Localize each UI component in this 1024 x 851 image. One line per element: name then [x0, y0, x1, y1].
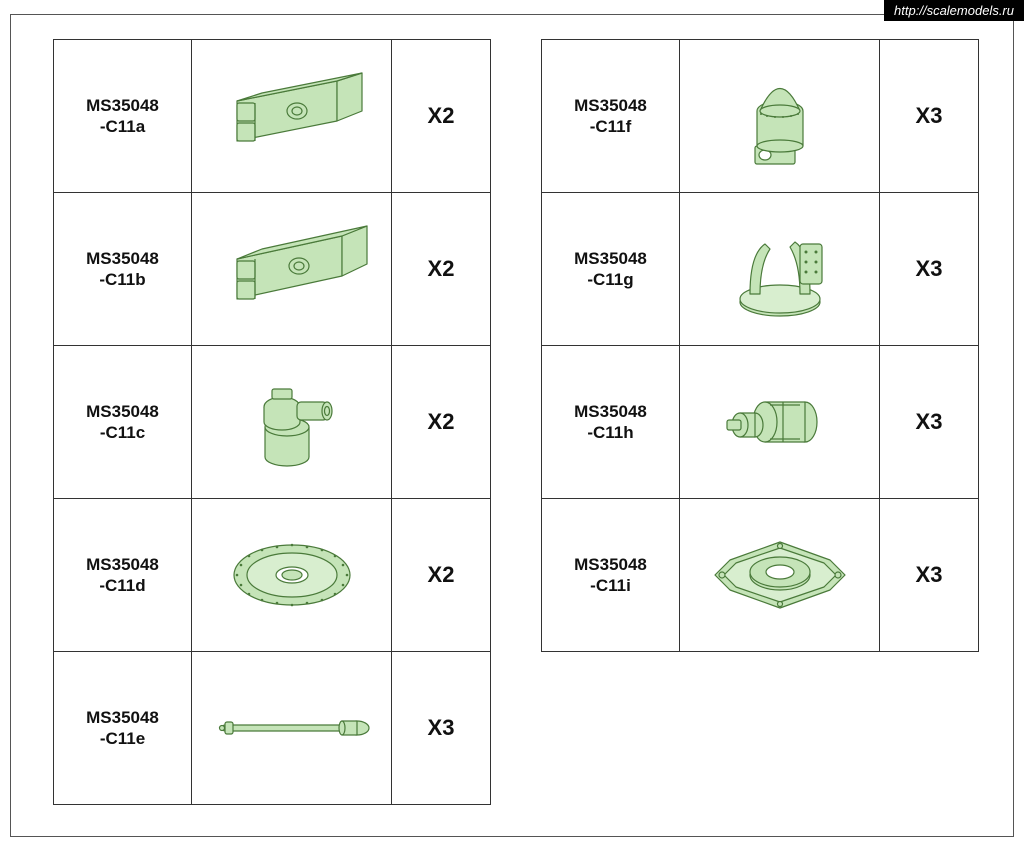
- code-line: MS35048: [574, 401, 647, 422]
- table-row: MS35048 -C11c: [53, 345, 491, 499]
- part-code: MS35048 -C11e: [54, 652, 192, 804]
- part-image: [192, 346, 392, 498]
- part-image: [680, 193, 880, 345]
- motor-assembly-icon: [715, 387, 845, 457]
- code-line: -C11i: [590, 575, 631, 596]
- code-line: -C11e: [100, 728, 145, 749]
- part-code: MS35048 -C11d: [54, 499, 192, 651]
- shaft-rod-icon: [207, 703, 377, 753]
- code-line: MS35048: [86, 401, 159, 422]
- part-image: [192, 193, 392, 345]
- part-qty: X2: [392, 499, 490, 651]
- part-code: MS35048 -C11g: [542, 193, 680, 345]
- table-row: MS35048 -C11d: [53, 498, 491, 652]
- part-image: [192, 40, 392, 192]
- code-line: MS35048: [86, 95, 159, 116]
- code-line: -C11c: [100, 422, 145, 443]
- code-line: -C11h: [587, 422, 633, 443]
- code-line: MS35048: [574, 248, 647, 269]
- code-line: -C11d: [99, 575, 145, 596]
- left-column: MS35048 -C11a: [53, 39, 491, 812]
- sprocket-ring-icon: [217, 525, 367, 625]
- right-column: MS35048 -C11f: [541, 39, 979, 812]
- launcher-box-icon: [207, 214, 377, 324]
- table-row: MS35048 -C11i: [541, 498, 979, 652]
- base-plate-icon: [700, 530, 860, 620]
- table-row: MS35048 -C11a: [53, 39, 491, 193]
- columns-container: MS35048 -C11a: [11, 15, 1013, 836]
- code-line: -C11f: [590, 116, 632, 137]
- part-code: MS35048 -C11b: [54, 193, 192, 345]
- table-row: MS35048 -C11b: [53, 192, 491, 346]
- code-line: MS35048: [86, 248, 159, 269]
- part-code: MS35048 -C11i: [542, 499, 680, 651]
- table-row: MS35048 -C11h: [541, 345, 979, 499]
- part-qty: X2: [392, 346, 490, 498]
- part-qty: X3: [880, 40, 978, 192]
- radar-dome-icon: [725, 56, 835, 176]
- table-row: MS35048 -C11g: [541, 192, 979, 346]
- part-image: [680, 346, 880, 498]
- code-line: -C11g: [587, 269, 633, 290]
- part-qty: X2: [392, 40, 490, 192]
- code-line: MS35048: [574, 95, 647, 116]
- part-code: MS35048 -C11a: [54, 40, 192, 192]
- page-frame: MS35048 -C11a: [10, 14, 1014, 837]
- table-row: MS35048 -C11e X3: [53, 651, 491, 805]
- turret-mount-icon: [232, 367, 352, 477]
- watermark-label: http://scalemodels.ru: [884, 0, 1024, 21]
- part-qty: X3: [880, 346, 978, 498]
- part-code: MS35048 -C11c: [54, 346, 192, 498]
- part-image: [680, 40, 880, 192]
- part-code: MS35048 -C11f: [542, 40, 680, 192]
- code-line: MS35048: [86, 554, 159, 575]
- part-image: [192, 499, 392, 651]
- part-qty: X3: [880, 499, 978, 651]
- part-qty: X3: [392, 652, 490, 804]
- part-image: [192, 652, 392, 804]
- part-qty: X3: [880, 193, 978, 345]
- cradle-mount-icon: [720, 214, 840, 324]
- code-line: MS35048: [86, 707, 159, 728]
- table-row: MS35048 -C11f: [541, 39, 979, 193]
- code-line: MS35048: [574, 554, 647, 575]
- code-line: -C11a: [100, 116, 145, 137]
- code-line: -C11b: [99, 269, 145, 290]
- part-code: MS35048 -C11h: [542, 346, 680, 498]
- part-qty: X2: [392, 193, 490, 345]
- launcher-box-icon: [207, 61, 377, 171]
- part-image: [680, 499, 880, 651]
